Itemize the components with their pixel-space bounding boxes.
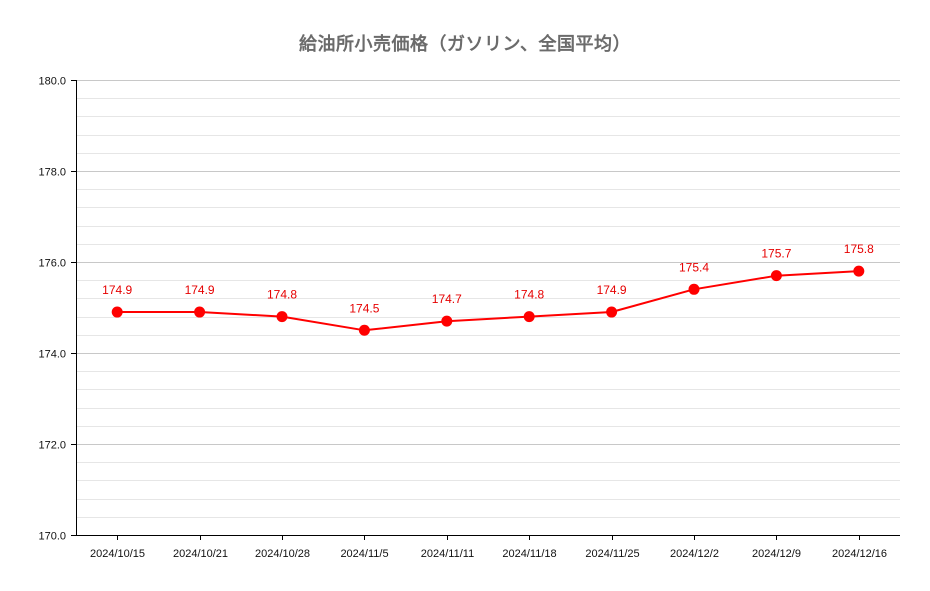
x-tick-label: 2024/11/25: [585, 548, 639, 560]
data-label: 175.7: [761, 247, 791, 261]
data-label: 174.9: [185, 283, 215, 297]
chart-title: 給油所小売価格（ガソリン、全国平均）: [299, 34, 631, 55]
x-tick-label: 2024/12/9: [752, 548, 801, 560]
series-layer: [111, 265, 865, 336]
axes: 170.0 172.0 174.0 176.0 178.0 180.0 2024/10/15…: [38, 76, 900, 560]
data-point: [194, 306, 206, 318]
data-label: 175.8: [844, 242, 874, 256]
data-label: 174.7: [432, 292, 462, 306]
y-tick-label: 172.0: [38, 440, 66, 452]
y-tick-label: 176.0: [38, 258, 66, 270]
x-tick-label: 2024/10/21: [173, 548, 228, 560]
data-label: 174.5: [349, 301, 379, 315]
data-point: [276, 311, 288, 323]
y-tick-label: 174.0: [38, 349, 66, 361]
data-point: [853, 265, 865, 277]
x-tick-label: 2024/11/11: [421, 548, 474, 560]
x-tick-label: 2024/10/15: [90, 548, 145, 560]
y-tick-label: 178.0: [38, 167, 66, 179]
data-label: 174.9: [102, 283, 132, 297]
data-point: [111, 306, 123, 318]
y-tick-label: 180.0: [38, 76, 66, 88]
y-tick-label: 170.0: [38, 531, 66, 543]
x-tick-label: 2024/12/16: [832, 548, 887, 560]
data-point: [688, 283, 700, 295]
data-point: [770, 270, 782, 282]
x-tick-label: 2024/12/2: [670, 548, 719, 560]
grid-lines: [76, 80, 900, 536]
data-label: 174.8: [267, 288, 297, 302]
data-point: [606, 306, 618, 318]
x-tick-label: 2024/11/18: [502, 548, 556, 560]
data-point: [523, 311, 535, 323]
data-label: 174.9: [597, 283, 627, 297]
data-point: [358, 324, 370, 336]
x-tick-label: 2024/11/5: [340, 548, 388, 560]
data-labels: 174.9 174.9 174.8 174.5 174.7 174.8 174.9 175.4…: [102, 242, 874, 315]
data-label: 174.8: [514, 288, 544, 302]
x-tick-label: 2024/10/28: [255, 548, 310, 560]
data-point: [441, 315, 453, 327]
series-line: [117, 270, 859, 332]
data-label: 175.4: [679, 260, 709, 274]
